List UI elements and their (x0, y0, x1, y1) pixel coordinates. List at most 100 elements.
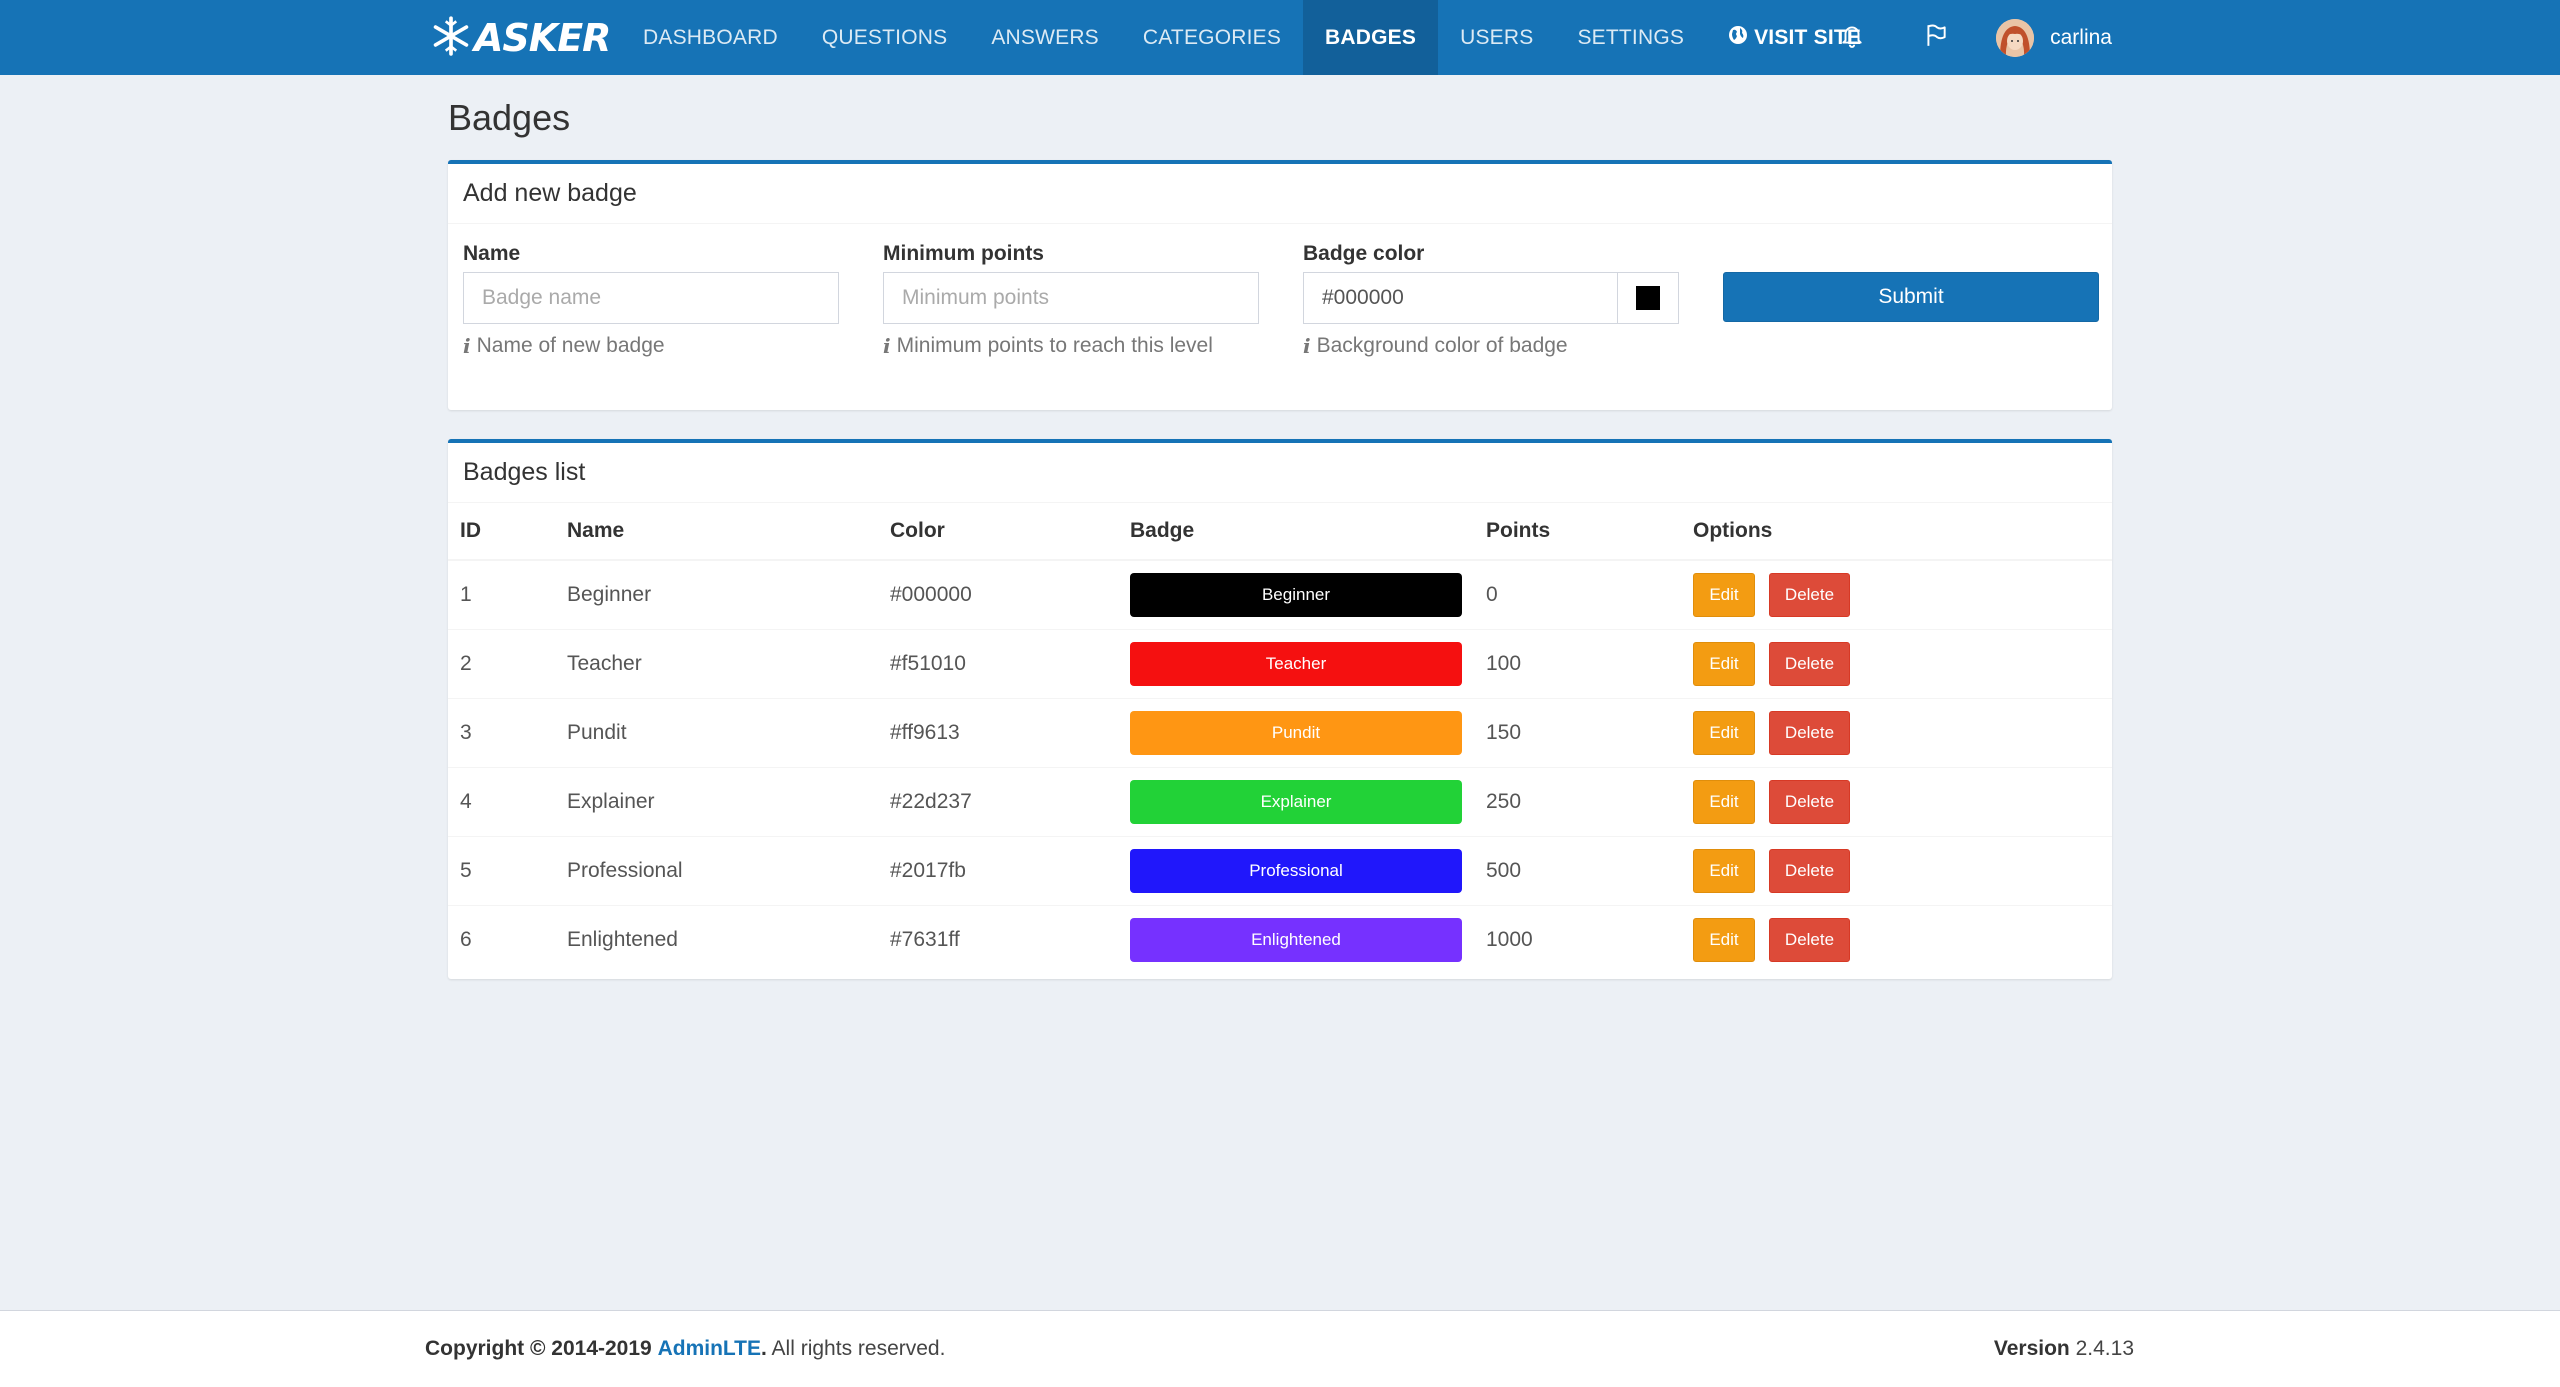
badge-color-code: #000000 (878, 559, 1118, 629)
badge-points: 100 (1474, 628, 1681, 698)
badge-options: Edit Delete (1681, 559, 2112, 629)
badge-points: 1000 (1474, 904, 1681, 974)
footer-copyright: Copyright © 2014-2019 AdminLTE. All righ… (425, 1337, 946, 1360)
nav-visit-site[interactable]: VISIT SITE (1706, 0, 1883, 75)
badge-id: 6 (448, 904, 555, 974)
badge-id: 5 (448, 835, 555, 905)
info-icon: i (883, 334, 891, 358)
nav-badges[interactable]: BADGES (1303, 0, 1439, 75)
badge-name: Pundit (555, 697, 878, 767)
delete-button[interactable]: Delete (1769, 917, 1850, 962)
table-row: 2 Teacher #f51010 Teacher 100 Edit Delete (448, 628, 2112, 698)
badge-name: Explainer (555, 766, 878, 836)
submit-button[interactable]: Submit (1723, 272, 2099, 322)
notifications-button[interactable] (1810, 0, 1894, 75)
color-picker-group (1303, 272, 1679, 324)
edit-button[interactable]: Edit (1693, 710, 1755, 755)
nav-dashboard[interactable]: DASHBOARD (643, 25, 778, 49)
badge-points: 500 (1474, 835, 1681, 905)
main-footer: Copyright © 2014-2019 AdminLTE. All righ… (0, 1310, 2560, 1387)
badges-list-title: Badges list (463, 458, 586, 486)
snowflake-icon (430, 15, 472, 62)
user-menu[interactable]: carlina (1996, 18, 2112, 57)
badge-preview-cell: Enlightened (1118, 904, 1474, 974)
badges-list-box: Badges list ID Name Color Badge Points O… (448, 439, 2112, 979)
edit-button[interactable]: Edit (1693, 779, 1755, 824)
visit-site-label: VISIT SITE (1754, 25, 1862, 49)
col-name: Name (555, 503, 878, 561)
delete-button[interactable]: Delete (1769, 641, 1850, 686)
info-icon: i (1303, 334, 1311, 358)
table-row: 5 Professional #2017fb Professional 500 Edit D… (448, 835, 2112, 905)
badge-name: Professional (555, 835, 878, 905)
badge-options: Edit Delete (1681, 766, 2112, 836)
avatar (1996, 18, 2035, 57)
username: carlina (2050, 25, 2112, 49)
delete-button[interactable]: Delete (1769, 710, 1850, 755)
edit-button[interactable]: Edit (1693, 572, 1755, 617)
name-help: i Name of new badge (463, 334, 839, 358)
flag-icon (1923, 22, 1949, 53)
badges-table: ID Name Color Badge Points Options 1 Begi… (448, 503, 2112, 974)
main-nav: DASHBOARD QUESTIONS ANSWERS CATEGORIES B… (621, 0, 1883, 75)
col-options: Options (1681, 503, 2112, 561)
nav-categories[interactable]: CATEGORIES (1142, 25, 1282, 49)
nav-answers[interactable]: ANSWERS (991, 25, 1099, 49)
table-row: 6 Enlightened #7631ff Enlightened 1000 Edit De… (448, 904, 2112, 974)
navbar-right: carlina (1810, 0, 2112, 75)
add-badge-title: Add new badge (463, 179, 637, 207)
badge-points: 150 (1474, 697, 1681, 767)
brand-logo[interactable]: ASKER (430, 14, 611, 62)
badge-preview: Enlightened (1130, 917, 1462, 962)
badge-options: Edit Delete (1681, 904, 2112, 974)
delete-button[interactable]: Delete (1769, 848, 1850, 893)
bell-icon (1839, 22, 1865, 53)
badge-id: 3 (448, 697, 555, 767)
badge-color-code: #22d237 (878, 766, 1118, 836)
edit-button[interactable]: Edit (1693, 917, 1755, 962)
color-swatch-button[interactable] (1618, 272, 1679, 324)
badge-name: Teacher (555, 628, 878, 698)
badge-id: 4 (448, 766, 555, 836)
delete-button[interactable]: Delete (1769, 572, 1850, 617)
min-points-help-text: Minimum points to reach this level (896, 334, 1213, 357)
reports-button[interactable] (1894, 0, 1978, 75)
color-form-group: Badge color i Background color of badge (1303, 242, 1679, 358)
name-help-text: Name of new badge (476, 334, 665, 357)
table-row: 3 Pundit #ff9613 Pundit 150 Edit Delete (448, 697, 2112, 767)
delete-button[interactable]: Delete (1769, 779, 1850, 824)
nav-settings[interactable]: SETTINGS (1577, 25, 1685, 49)
badge-id: 2 (448, 628, 555, 698)
add-badge-header: Add new badge (448, 164, 2112, 224)
min-points-help: i Minimum points to reach this level (883, 334, 1259, 358)
edit-button[interactable]: Edit (1693, 848, 1755, 893)
version-number: 2.4.13 (2075, 1337, 2134, 1360)
color-help-text: Background color of badge (1316, 334, 1568, 357)
footer-brand-link[interactable]: AdminLTE (657, 1337, 762, 1360)
badge-name-input[interactable] (463, 272, 839, 324)
min-points-input[interactable] (883, 272, 1259, 324)
top-navbar: ASKER DASHBOARD QUESTIONS ANSWERS CATEGO… (0, 0, 2560, 75)
navbar-container: ASKER DASHBOARD QUESTIONS ANSWERS CATEGO… (430, 0, 2112, 75)
col-id: ID (448, 503, 555, 561)
edit-button[interactable]: Edit (1693, 641, 1755, 686)
nav-questions[interactable]: QUESTIONS (821, 25, 948, 49)
badge-preview-cell: Beginner (1118, 559, 1474, 629)
badge-name: Beginner (555, 559, 878, 629)
badge-preview: Pundit (1130, 710, 1462, 755)
info-icon: i (463, 334, 471, 358)
table-header-row: ID Name Color Badge Points Options (448, 503, 2112, 561)
badge-color-input[interactable] (1303, 272, 1618, 324)
table-row: 4 Explainer #22d237 Explainer 250 Edit Delete (448, 766, 2112, 836)
col-points: Points (1474, 503, 1681, 561)
badge-color-code: #2017fb (878, 835, 1118, 905)
min-points-form-group: Minimum points i Minimum points to reach… (883, 242, 1259, 358)
name-form-group: Name i Name of new badge (463, 242, 839, 358)
page-title: Badges (448, 97, 571, 138)
nav-users[interactable]: USERS (1460, 25, 1534, 49)
globe-icon (1728, 25, 1754, 51)
add-badge-box: Add new badge Name i Name of new badge M… (448, 160, 2112, 410)
badge-preview: Professional (1130, 848, 1462, 893)
badge-color-code: #f51010 (878, 628, 1118, 698)
badge-id: 1 (448, 559, 555, 629)
